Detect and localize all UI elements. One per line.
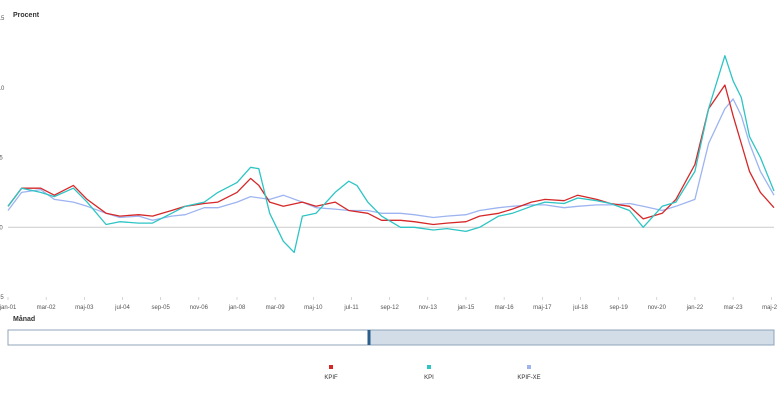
series-line-kpif-xe <box>7 98 775 221</box>
legend[interactable]: KPIF KPI KPIF-XE <box>324 365 541 381</box>
x-axis-label: Månad <box>13 315 35 323</box>
x-tick-label: maj-10 <box>304 305 323 311</box>
x-tick-label: jul-11 <box>343 305 359 311</box>
x-tick-label: nov-13 <box>419 305 438 311</box>
legend-label: KPIF-XE <box>517 375 540 381</box>
x-tick-label: jan-15 <box>457 305 475 311</box>
x-tick-label: mar-02 <box>37 305 57 311</box>
y-axis-label: Procent <box>13 12 40 19</box>
navigator-handle[interactable] <box>367 330 371 345</box>
legend-item-kpif[interactable]: KPIF <box>324 365 338 381</box>
range-navigator[interactable] <box>7 329 775 346</box>
x-tick-label: nov-20 <box>648 305 667 311</box>
series-line-kpi <box>7 55 775 254</box>
series-lines <box>7 55 775 254</box>
y-tick-label: 15 <box>0 16 5 22</box>
legend-item-kpif-xe[interactable]: KPIF-XE <box>517 365 541 381</box>
x-tick-label: mar-16 <box>495 305 515 311</box>
x-tick-label: nov-06 <box>190 305 209 311</box>
y-tick-label: -5 <box>0 295 4 301</box>
y-tick-label: 0 <box>0 225 3 231</box>
x-tick-label: mar-09 <box>266 305 286 311</box>
legend-swatch <box>427 365 431 369</box>
legend-item-kpi[interactable]: KPI <box>424 365 434 381</box>
x-tick-labels: jan-01 mar-02 maj-03 jul-04 sep-05 nov-06 jan-… <box>0 297 777 311</box>
legend-swatch <box>329 365 333 369</box>
series-line-kpif <box>7 84 775 226</box>
y-tick-labels: -5 0 5 10 15 <box>0 16 5 301</box>
x-tick-label: jan-08 <box>228 305 246 311</box>
x-tick-label: maj-24 <box>762 305 777 311</box>
x-tick-label: mar-23 <box>724 305 744 311</box>
x-tick-label: maj-17 <box>533 305 552 311</box>
y-tick-label: 10 <box>0 86 5 92</box>
legend-swatch <box>527 365 531 369</box>
legend-label: KPIF <box>324 375 338 381</box>
x-tick-label: jan-22 <box>686 305 704 311</box>
x-tick-label: jul-04 <box>114 305 130 311</box>
y-tick-label: 5 <box>0 156 3 162</box>
navigator-selected-range[interactable] <box>368 329 775 346</box>
x-tick-label: sep-05 <box>151 305 170 311</box>
x-tick-label: jul-18 <box>572 305 588 311</box>
x-tick-label: maj-03 <box>75 305 94 311</box>
x-tick-label: sep-12 <box>380 305 399 311</box>
x-tick-label: sep-19 <box>609 305 628 311</box>
legend-label: KPI <box>424 375 434 381</box>
x-tick-label: jan-01 <box>0 305 17 311</box>
